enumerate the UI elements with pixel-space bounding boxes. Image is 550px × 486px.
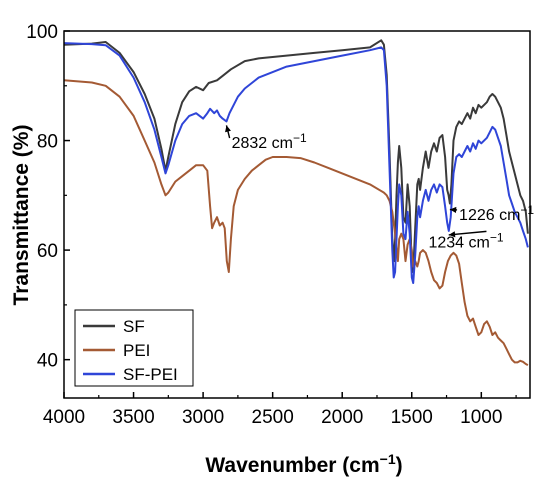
x-axis-title-tail: ) <box>396 454 403 477</box>
annotation-layer: 2832 cm−1 1226 cm−1 1234 cm−1 <box>225 125 534 251</box>
legend-label-sf: SF <box>123 317 145 336</box>
annotation-label: 2832 cm−1 <box>232 131 307 152</box>
y-tick-label: 40 <box>37 351 58 372</box>
axis-layer: 4000 3500 3000 2500 2000 1500 1000 40 60 80 100 <box>26 22 531 428</box>
annotation-label: 1234 cm−1 <box>428 230 503 251</box>
plot-frame <box>63 30 531 399</box>
x-axis-title: Wavenumber (cm−1) <box>205 451 402 477</box>
x-axis-title-main: Wavenumber (cm <box>205 454 379 477</box>
y-axis-title-group: Transmittance (%) <box>10 125 33 306</box>
legend-label-pei: PEI <box>123 341 150 360</box>
x-axis-title-sup: −1 <box>380 451 396 467</box>
series-line-sf-pei <box>63 42 529 284</box>
y-tick-label: 80 <box>37 132 58 153</box>
annotation-arrowhead <box>225 125 231 133</box>
y-tick-label: 100 <box>26 22 58 43</box>
y-axis-title: Transmittance (%) <box>10 125 33 306</box>
annotation-arrow <box>448 230 487 236</box>
x-tick-label: 2500 <box>252 407 294 428</box>
x-tick-label: 1000 <box>460 407 502 428</box>
y-tick-label: 60 <box>37 241 58 262</box>
series-layer <box>63 39 529 366</box>
x-tick-label: 2000 <box>321 407 363 428</box>
annotation-label: 1226 cm−1 <box>459 203 534 224</box>
annotation-arrowhead <box>449 206 457 213</box>
series-line-pei <box>63 79 529 366</box>
legend: SF PEI SF-PEI <box>74 309 194 387</box>
x-tick-label: 1500 <box>391 407 433 428</box>
x-tick-label: 4000 <box>43 407 85 428</box>
annotation-arrowhead <box>448 231 456 238</box>
series-line-sf <box>63 39 529 273</box>
x-tick-label: 3500 <box>112 407 154 428</box>
x-tick-label: 3000 <box>182 407 224 428</box>
legend-label-sf-pei: SF-PEI <box>123 365 178 384</box>
